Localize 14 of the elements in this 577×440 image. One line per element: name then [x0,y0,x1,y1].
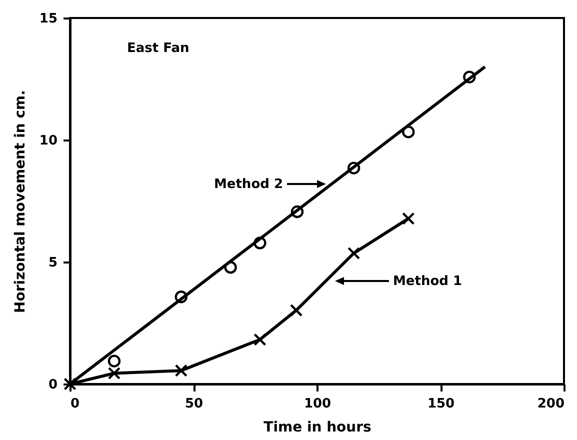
x-tick-label: 50 [184,396,204,412]
y-tick-label: 0 [48,378,58,392]
y-tick-label: 5 [48,256,58,270]
x-tick-label: 100 [304,396,332,412]
x-tick-label: 200 [537,396,564,412]
y-tick-label: 15 [39,12,58,26]
x-tick-label: 0 [70,396,80,412]
annotation: Method 2 [214,177,283,192]
x-tick-label: 150 [427,396,455,412]
x-axis-title: Time in hours [264,420,372,436]
annotation: East Fan [127,41,190,56]
annotation: Method 1 [393,274,462,289]
y-tick-label: 10 [39,134,58,148]
y-axis-title: Horizontal movement in cm. [12,90,28,313]
